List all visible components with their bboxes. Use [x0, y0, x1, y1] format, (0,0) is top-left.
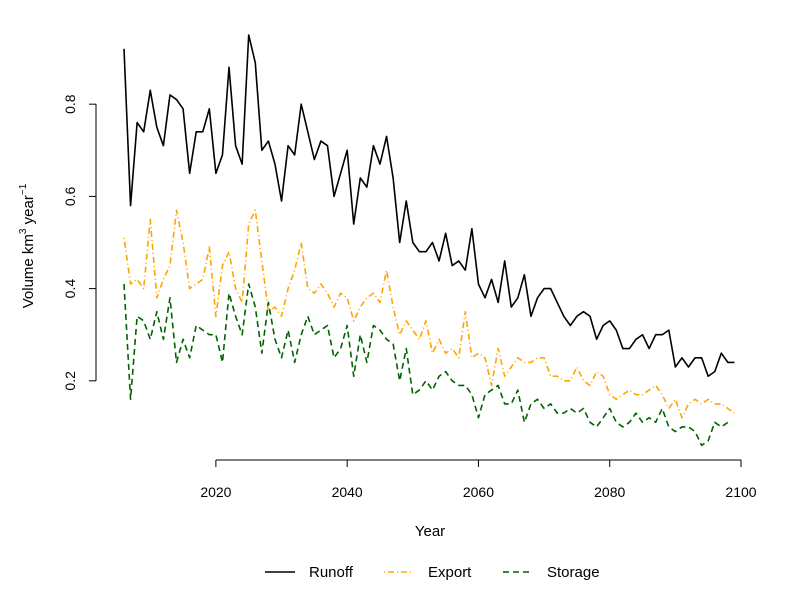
y-axis-title: Volume km3 year−1 [18, 183, 37, 308]
y-tick-label: 0.4 [62, 279, 78, 299]
y-axis: 0.2 0.4 0.6 0.8 [62, 94, 97, 391]
y-tick-label: 0.2 [62, 371, 78, 391]
x-tick-label: 2040 [332, 484, 363, 500]
x-tick-label: 2020 [200, 484, 231, 500]
y-tick-label: 0.8 [62, 94, 78, 114]
legend-label-storage: Storage [547, 564, 600, 581]
series-line-storage [123, 283, 729, 447]
legend-label-runoff: Runoff [309, 564, 354, 581]
x-tick-label: 2100 [725, 484, 756, 500]
y-tick-label: 0.6 [62, 186, 78, 206]
series-line-runoff [123, 34, 735, 378]
y-axis-title-sup2: −1 [18, 183, 29, 195]
x-axis-title: Year [415, 523, 445, 540]
plot-area [123, 34, 735, 447]
y-axis-title-mid: year [20, 195, 37, 228]
legend-label-export: Export [428, 564, 472, 581]
x-tick-label: 2060 [463, 484, 494, 500]
y-axis-title-sup1: 3 [18, 228, 29, 234]
x-tick-label: 2080 [594, 484, 625, 500]
y-axis-title-base: Volume km [20, 234, 37, 308]
legend: Runoff Export Storage [265, 564, 600, 581]
x-axis: 2020 2040 2060 2080 2100 [200, 459, 757, 500]
